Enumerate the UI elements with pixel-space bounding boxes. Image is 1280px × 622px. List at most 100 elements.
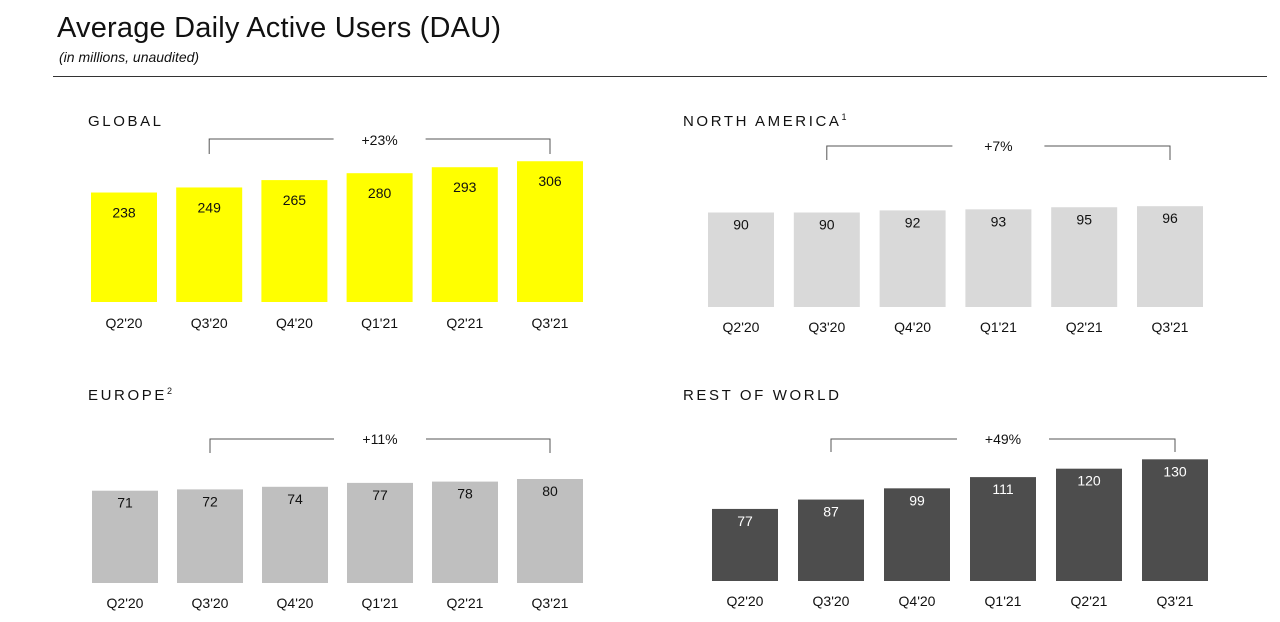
bar-north-america: [965, 209, 1032, 307]
bar-value-label: 265: [283, 192, 307, 208]
bar-value-label: 306: [538, 173, 562, 189]
bar-value-label: 99: [909, 492, 925, 508]
bar-value-label: 238: [112, 205, 136, 221]
x-tick-label: Q1'21: [985, 593, 1022, 609]
x-tick-label: Q3'20: [813, 593, 850, 609]
x-tick-label: Q3'21: [1152, 319, 1189, 335]
page-title: Average Daily Active Users (DAU): [57, 12, 502, 44]
growth-bracket-right: [1044, 145, 1171, 160]
x-tick-label: Q4'20: [899, 593, 936, 609]
growth-bracket-left: [826, 145, 953, 160]
bar-value-label: 293: [453, 179, 477, 195]
bar-value-label: 92: [905, 214, 921, 230]
bar-value-label: 71: [117, 495, 133, 511]
x-tick-label: Q1'21: [980, 319, 1017, 335]
x-tick-label: Q4'20: [277, 595, 314, 611]
bar-rest-of-world: [1142, 459, 1208, 581]
chart-rest-of-world: 77 Q2'20 87 Q3'20 99 Q4'20 111 Q1'21 120 Q2'21 130…: [712, 431, 1208, 609]
panel-label-north-america: NORTH AMERICA1: [683, 112, 847, 130]
bar-value-label: 111: [992, 481, 1013, 497]
x-tick-label: Q1'21: [362, 595, 399, 611]
x-tick-label: Q2'20: [106, 315, 143, 331]
x-tick-label: Q3'20: [808, 319, 845, 335]
panel-label-global: GLOBAL: [88, 112, 164, 130]
panel-label-footnote: 2: [166, 386, 172, 396]
bar-value-label: 280: [368, 185, 392, 201]
bar-europe: [347, 482, 413, 583]
panel-label-text: EUROPE: [88, 387, 167, 404]
bar-rest-of-world: [798, 499, 864, 581]
bar-global: [176, 187, 243, 302]
x-tick-label: Q2'20: [723, 319, 760, 335]
bar-europe: [92, 490, 158, 583]
bar-value-label: 96: [1162, 210, 1178, 226]
panel-label-europe: EUROPE2: [88, 386, 172, 404]
growth-label: +23%: [361, 132, 397, 148]
bar-value-label: 77: [372, 487, 388, 503]
growth-bracket-right: [425, 138, 551, 154]
bar-value-label: 87: [823, 504, 839, 520]
x-tick-label: Q3'21: [532, 315, 569, 331]
panel-label-text: REST OF WORLD: [683, 387, 842, 404]
x-tick-label: Q2'21: [1066, 319, 1103, 335]
x-tick-label: Q2'21: [1071, 593, 1108, 609]
bar-global: [517, 161, 583, 302]
bar-value-label: 90: [819, 217, 835, 233]
bar-global: [261, 180, 328, 302]
bar-value-label: 249: [198, 199, 222, 215]
bar-value-label: 95: [1076, 211, 1092, 227]
x-tick-label: Q4'20: [276, 315, 313, 331]
x-tick-label: Q2'21: [446, 315, 483, 331]
bar-europe: [262, 486, 328, 583]
bar-value-label: 80: [542, 483, 558, 499]
growth-bracket-left: [830, 438, 957, 452]
x-tick-label: Q2'20: [107, 595, 144, 611]
page-subtitle: (in millions, unaudited): [59, 49, 200, 65]
growth-label: +11%: [362, 431, 397, 447]
chart-global: 238 Q2'20 249 Q3'20 265 Q4'20 280 Q1'21 293 Q2'21…: [91, 132, 583, 331]
x-tick-label: Q3'21: [1157, 593, 1194, 609]
bar-europe: [517, 479, 583, 583]
bar-value-label: 120: [1077, 473, 1101, 489]
x-tick-label: Q2'21: [447, 595, 484, 611]
bar-north-america: [793, 212, 860, 307]
x-tick-label: Q3'20: [192, 595, 229, 611]
growth-bracket-left: [208, 138, 334, 154]
bar-value-label: 77: [737, 513, 753, 529]
bar-rest-of-world: [970, 477, 1036, 581]
bar-value-label: 74: [287, 491, 303, 507]
bar-value-label: 78: [457, 486, 473, 502]
chart-europe: 71 Q2'20 72 Q3'20 74 Q4'20 77 Q1'21 78 Q2'21 80 Q3'…: [92, 431, 583, 611]
bar-value-label: 72: [202, 493, 218, 509]
panel-label-text: GLOBAL: [88, 113, 164, 130]
growth-bracket-right: [426, 438, 551, 453]
bar-value-label: 130: [1163, 463, 1187, 479]
bar-global: [431, 167, 498, 302]
bar-value-label: 90: [733, 217, 749, 233]
bar-value-label: 93: [991, 213, 1007, 229]
growth-bracket-left: [209, 438, 334, 453]
bar-rest-of-world: [884, 488, 950, 581]
panel-label-text: NORTH AMERICA: [683, 113, 842, 130]
bar-rest-of-world: [1056, 468, 1122, 581]
x-tick-label: Q3'21: [532, 595, 569, 611]
growth-bracket-right: [1049, 438, 1176, 452]
x-tick-label: Q4'20: [894, 319, 931, 335]
header-divider: [53, 76, 1267, 77]
x-tick-label: Q2'20: [727, 593, 764, 609]
x-tick-label: Q3'20: [191, 315, 228, 331]
bar-global: [346, 173, 413, 302]
bar-north-america: [1137, 206, 1203, 307]
bar-north-america: [879, 210, 946, 307]
chart-north-america: 90 Q2'20 90 Q3'20 92 Q4'20 93 Q1'21 95 Q2'21 96 Q3'…: [708, 138, 1203, 335]
bar-north-america: [1051, 207, 1118, 307]
bar-north-america: [708, 212, 774, 307]
bar-rest-of-world: [712, 508, 778, 581]
panel-label-footnote: 1: [841, 112, 847, 122]
growth-label: +7%: [984, 138, 1012, 154]
bar-europe: [432, 481, 498, 583]
x-tick-label: Q1'21: [361, 315, 398, 331]
bar-europe: [177, 489, 243, 583]
panel-label-rest-of-world: REST OF WORLD: [683, 386, 842, 404]
